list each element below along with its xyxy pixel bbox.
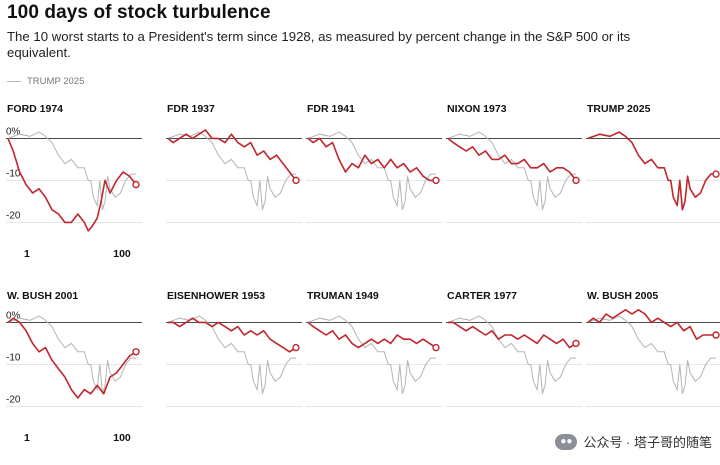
watermark-text: 公众号 · 塔子哥的随笔 [583, 435, 712, 450]
overlay-line [7, 315, 136, 394]
end-point [712, 170, 720, 178]
y-tick-label: 0% [6, 310, 21, 321]
series-line [448, 321, 577, 349]
overlay-line [447, 131, 576, 210]
legend-swatch [7, 81, 21, 82]
panel-title: FORD 1974 [7, 103, 63, 115]
end-point [132, 180, 140, 189]
series-line [7, 317, 137, 399]
end-point [432, 176, 440, 185]
end-point [292, 176, 300, 185]
y-tick-label: 0% [6, 126, 21, 137]
series-line [587, 309, 716, 340]
series-line [168, 317, 297, 353]
legend: TRUMP 2025 [7, 76, 84, 87]
end-point [712, 331, 720, 339]
panel-title: FDR 1937 [167, 103, 215, 115]
panel-title: TRUMAN 1949 [307, 290, 379, 302]
overlay-line [447, 315, 576, 394]
end-point [572, 339, 580, 348]
y-tick-label: -20 [6, 394, 21, 405]
chart-title: 100 days of stock turbulence [7, 2, 271, 23]
x-tick-label: 100 [113, 248, 131, 260]
series-line [307, 137, 436, 182]
end-point [132, 348, 140, 356]
legend-label: TRUMP 2025 [27, 76, 85, 87]
end-point [572, 176, 580, 185]
series-line [7, 138, 137, 232]
overlay-line [587, 315, 716, 394]
panel-title: EISENHOWER 1953 [167, 290, 265, 302]
x-tick-label: 1 [24, 248, 30, 260]
panel-title: W. BUSH 2005 [587, 290, 658, 302]
overlay-line [167, 131, 296, 210]
y-tick-label: -10 [6, 168, 21, 179]
x-tick-label: 100 [113, 432, 131, 444]
overlay-line [167, 315, 296, 394]
series-line [307, 321, 437, 349]
watermark: ●● 公众号 · 塔子哥的随笔 [555, 432, 712, 451]
series-line [167, 129, 297, 181]
panel-title: W. BUSH 2001 [7, 290, 78, 302]
panel-title: NIXON 1973 [447, 103, 507, 115]
overlay-line [7, 131, 136, 210]
panel-title: FDR 1941 [307, 103, 355, 115]
end-point [292, 343, 300, 352]
x-tick-label: 1 [24, 432, 30, 444]
overlay-line [307, 315, 436, 394]
series-line [447, 137, 577, 181]
panel-title: TRUMP 2025 [587, 103, 651, 115]
y-tick-label: -10 [6, 352, 21, 363]
end-point [432, 343, 440, 352]
overlay-line [307, 131, 436, 210]
y-tick-label: -20 [6, 210, 21, 221]
chart-subtitle: The 10 worst starts to a President's ter… [7, 29, 631, 60]
wechat-icon: ●● [555, 433, 578, 450]
series-line [587, 131, 716, 211]
panel-title: CARTER 1977 [447, 290, 517, 302]
